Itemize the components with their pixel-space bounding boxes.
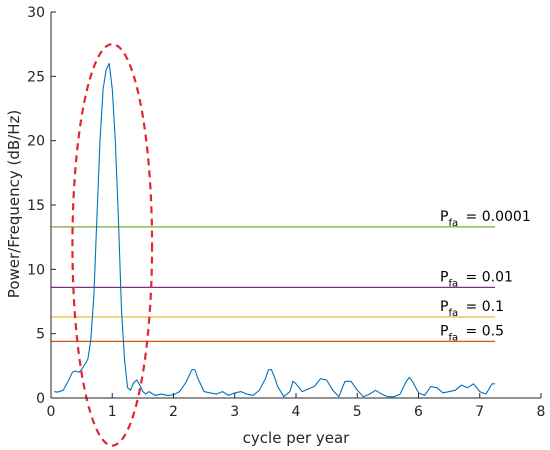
x-tick-label-6: 6 [414, 404, 423, 420]
y-axis-title: Power/Frequency (dB/Hz) [5, 110, 23, 298]
x-tick-label-2: 2 [169, 404, 178, 420]
highlight-ellipse-0 [71, 43, 154, 447]
annotation-layer [71, 43, 154, 447]
series-layer [53, 62, 496, 398]
threshold-label-3: Pfa = 0.5 [440, 323, 504, 343]
y-tick-label-4: 20 [27, 134, 45, 150]
y-tick-label-1: 5 [36, 327, 45, 343]
threshold-label-2: Pfa = 0.1 [440, 299, 504, 319]
y-tick-label-3: 15 [27, 198, 45, 214]
y-tick-label-2: 10 [27, 262, 45, 278]
x-tick-label-5: 5 [353, 404, 362, 420]
series-line-0 [53, 62, 496, 398]
y-tick-label-6: 30 [27, 5, 45, 21]
x-tick-label-4: 4 [292, 404, 301, 420]
x-axis-title: cycle per year [243, 429, 351, 447]
x-tick-label-3: 3 [230, 404, 239, 420]
x-axis-ticks: 0 1 2 3 4 5 6 7 8 [47, 393, 546, 420]
threshold-labels: Pfa = 0.0001 Pfa = 0.01 Pfa = 0.1 Pfa = 0.5 [440, 209, 531, 344]
threshold-lines [51, 226, 496, 342]
x-tick-label-1: 1 [108, 404, 117, 420]
y-tick-label-0: 0 [36, 391, 45, 407]
x-tick-label-8: 8 [537, 404, 546, 420]
y-tick-label-5: 25 [27, 69, 45, 85]
plot-area [51, 12, 541, 398]
y-axis-ticks: 0 5 10 15 20 25 30 [27, 5, 56, 407]
x-tick-label-0: 0 [47, 404, 56, 420]
threshold-label-0: Pfa = 0.0001 [440, 209, 531, 229]
threshold-label-1: Pfa = 0.01 [440, 269, 513, 289]
plot-background [51, 12, 541, 398]
x-tick-label-7: 7 [475, 404, 484, 420]
